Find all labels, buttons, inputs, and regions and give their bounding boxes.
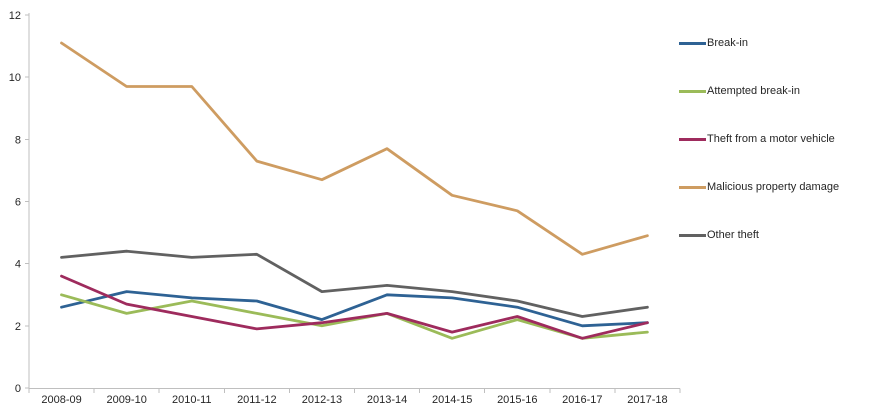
legend-label: Theft from a motor vehicle xyxy=(707,133,835,145)
legend-label: Other theft xyxy=(707,229,759,241)
x-axis-tick-label: 2009-10 xyxy=(106,394,146,406)
chart-legend: Break-in Attempted break-in Theft from a… xyxy=(679,37,839,277)
y-axis-tick-label: 2 xyxy=(15,321,21,333)
legend-item-other-theft: Other theft xyxy=(679,229,839,241)
legend-item-attempted-break-in: Attempted break-in xyxy=(679,85,839,97)
x-axis-tick-label: 2014-15 xyxy=(432,394,472,406)
legend-label: Attempted break-in xyxy=(707,85,800,97)
series-line-break-in xyxy=(60,290,649,328)
y-axis-tick-label: 0 xyxy=(15,383,21,395)
x-axis-tick-label: 2010-11 xyxy=(172,394,212,406)
series-line-theft-from-a-motor-vehicle xyxy=(60,274,649,340)
other-theft-line-swatch xyxy=(679,233,706,237)
x-axis-tick-label: 2012-13 xyxy=(302,394,342,406)
legend-label: Break-in xyxy=(707,37,748,49)
legend-item-break-in: Break-in xyxy=(679,37,839,49)
y-axis-tick-label: 10 xyxy=(9,72,21,84)
series-line-malicious-property-damage xyxy=(60,41,649,256)
y-axis-tick-label: 12 xyxy=(9,10,21,22)
x-axis-tick-label: 2015-16 xyxy=(497,394,537,406)
x-axis-tick-label: 2008-09 xyxy=(41,394,81,406)
legend-item-theft-from-motor-vehicle: Theft from a motor vehicle xyxy=(679,133,839,145)
x-axis-tick-label: 2016-17 xyxy=(562,394,602,406)
x-axis-tick-label: 2013-14 xyxy=(367,394,407,406)
break-in-line-swatch xyxy=(679,41,706,45)
y-axis-tick-label: 8 xyxy=(15,134,21,146)
y-axis-tick-label: 6 xyxy=(15,197,21,209)
legend-label: Malicious property damage xyxy=(707,181,840,193)
attempted-break-in-line-swatch xyxy=(679,89,706,93)
x-axis-tick-label: 2017-18 xyxy=(627,394,667,406)
y-axis-tick-label: 4 xyxy=(15,259,21,271)
malicious-property-damage-line-swatch xyxy=(679,185,706,189)
series-line-attempted-break-in xyxy=(60,293,649,340)
series-line-other-theft xyxy=(60,249,649,318)
theft-from-motor-vehicle-line-swatch xyxy=(679,137,706,141)
x-axis-tick-label: 2011-12 xyxy=(237,394,277,406)
legend-item-malicious-property-damage: Malicious property damage xyxy=(679,181,839,193)
